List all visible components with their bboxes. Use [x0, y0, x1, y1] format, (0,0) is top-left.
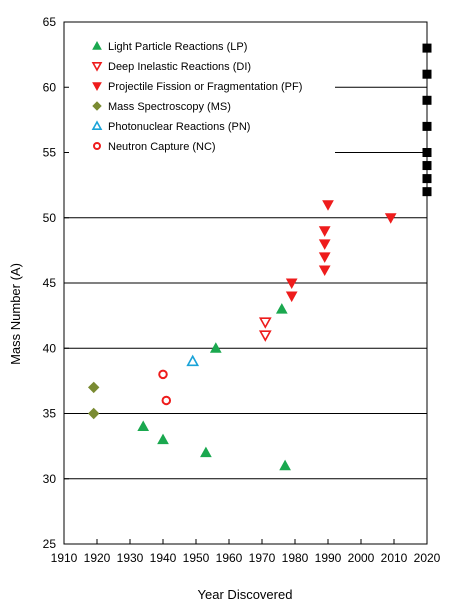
- data-point: [161, 395, 172, 406]
- x-tick-label: 1910: [51, 551, 78, 565]
- series-6: [422, 43, 432, 197]
- data-points: [87, 43, 432, 471]
- data-point: [87, 407, 100, 420]
- x-tick-label: 1960: [216, 551, 243, 565]
- y-tick-label: 40: [43, 341, 57, 355]
- data-point: [422, 121, 432, 131]
- gridlines: [64, 86, 427, 480]
- data-point: [285, 278, 298, 290]
- data-point: [422, 174, 432, 184]
- data-point: [258, 317, 272, 329]
- x-tick-label: 1970: [249, 551, 276, 565]
- x-axis-label: Year Discovered: [198, 587, 293, 602]
- data-point: [186, 354, 200, 367]
- legend-label: Mass Spectroscopy (MS): [108, 101, 231, 113]
- y-tick-label: 35: [43, 407, 57, 421]
- data-point: [157, 433, 169, 445]
- axes: [63, 21, 428, 545]
- data-point: [384, 213, 397, 224]
- data-point: [422, 95, 432, 105]
- y-tick-label: 30: [43, 472, 57, 486]
- data-point: [158, 369, 168, 380]
- tick-labels: 25 30 35 40 45 50 55 60 65 1910 1920 1930 1940 1950 19…: [43, 15, 441, 565]
- data-point: [318, 252, 331, 263]
- data-point: [322, 200, 334, 211]
- y-tick-label: 60: [43, 80, 57, 94]
- data-point: [422, 148, 432, 157]
- x-tick-label: 1920: [84, 551, 111, 565]
- data-point: [258, 330, 272, 342]
- data-point: [285, 291, 298, 303]
- legend-label: Projectile Fission or Fragmentation (PF): [108, 81, 302, 93]
- data-point: [422, 43, 432, 53]
- data-point: [318, 239, 331, 250]
- legend-label: Light Particle Reactions (LP): [108, 41, 247, 53]
- legend-marker: [92, 101, 102, 111]
- legend-marker: [93, 142, 101, 150]
- series-1: [258, 317, 272, 342]
- data-point: [318, 265, 331, 276]
- legend: Light Particle Reactions (LP) Deep Inelas…: [91, 40, 302, 153]
- x-tick-label: 1980: [282, 551, 309, 565]
- legend-marker: [91, 61, 103, 72]
- y-tick-label: 50: [43, 211, 57, 225]
- series-0: [137, 303, 291, 471]
- data-point: [318, 226, 331, 237]
- data-point: [279, 459, 291, 471]
- data-point: [87, 381, 100, 394]
- x-tick-label: 2020: [414, 551, 441, 565]
- legend-label: Neutron Capture (NC): [108, 141, 216, 153]
- data-point: [137, 420, 150, 432]
- data-point: [200, 446, 212, 458]
- x-tick-label: 1930: [117, 551, 144, 565]
- data-point: [209, 342, 222, 353]
- series-2: [285, 200, 397, 303]
- data-point: [275, 303, 288, 314]
- x-tick-label: 2010: [381, 551, 408, 565]
- series-5: [158, 369, 172, 406]
- data-point: [422, 69, 432, 79]
- x-tick-label: 2000: [348, 551, 375, 565]
- y-tick-label: 25: [43, 537, 57, 551]
- legend-marker: [92, 40, 102, 50]
- data-point: [422, 187, 432, 197]
- series-3: [87, 381, 100, 420]
- legend-label: Photonuclear Reactions (PN): [108, 121, 250, 133]
- y-tick-label: 65: [43, 15, 57, 29]
- series-4: [186, 354, 200, 367]
- x-tick-label: 1950: [183, 551, 210, 565]
- legend-label: Deep Inelastic Reactions (DI): [108, 61, 251, 73]
- data-point: [422, 161, 432, 171]
- y-tick-label: 45: [43, 276, 57, 290]
- x-tick-label: 1990: [315, 551, 342, 565]
- y-axis-label: Mass Number (A): [8, 263, 23, 365]
- legend-marker: [92, 82, 102, 92]
- x-tick-label: 1940: [150, 551, 177, 565]
- y-tick-label: 55: [43, 146, 57, 160]
- legend-marker: [91, 120, 103, 130]
